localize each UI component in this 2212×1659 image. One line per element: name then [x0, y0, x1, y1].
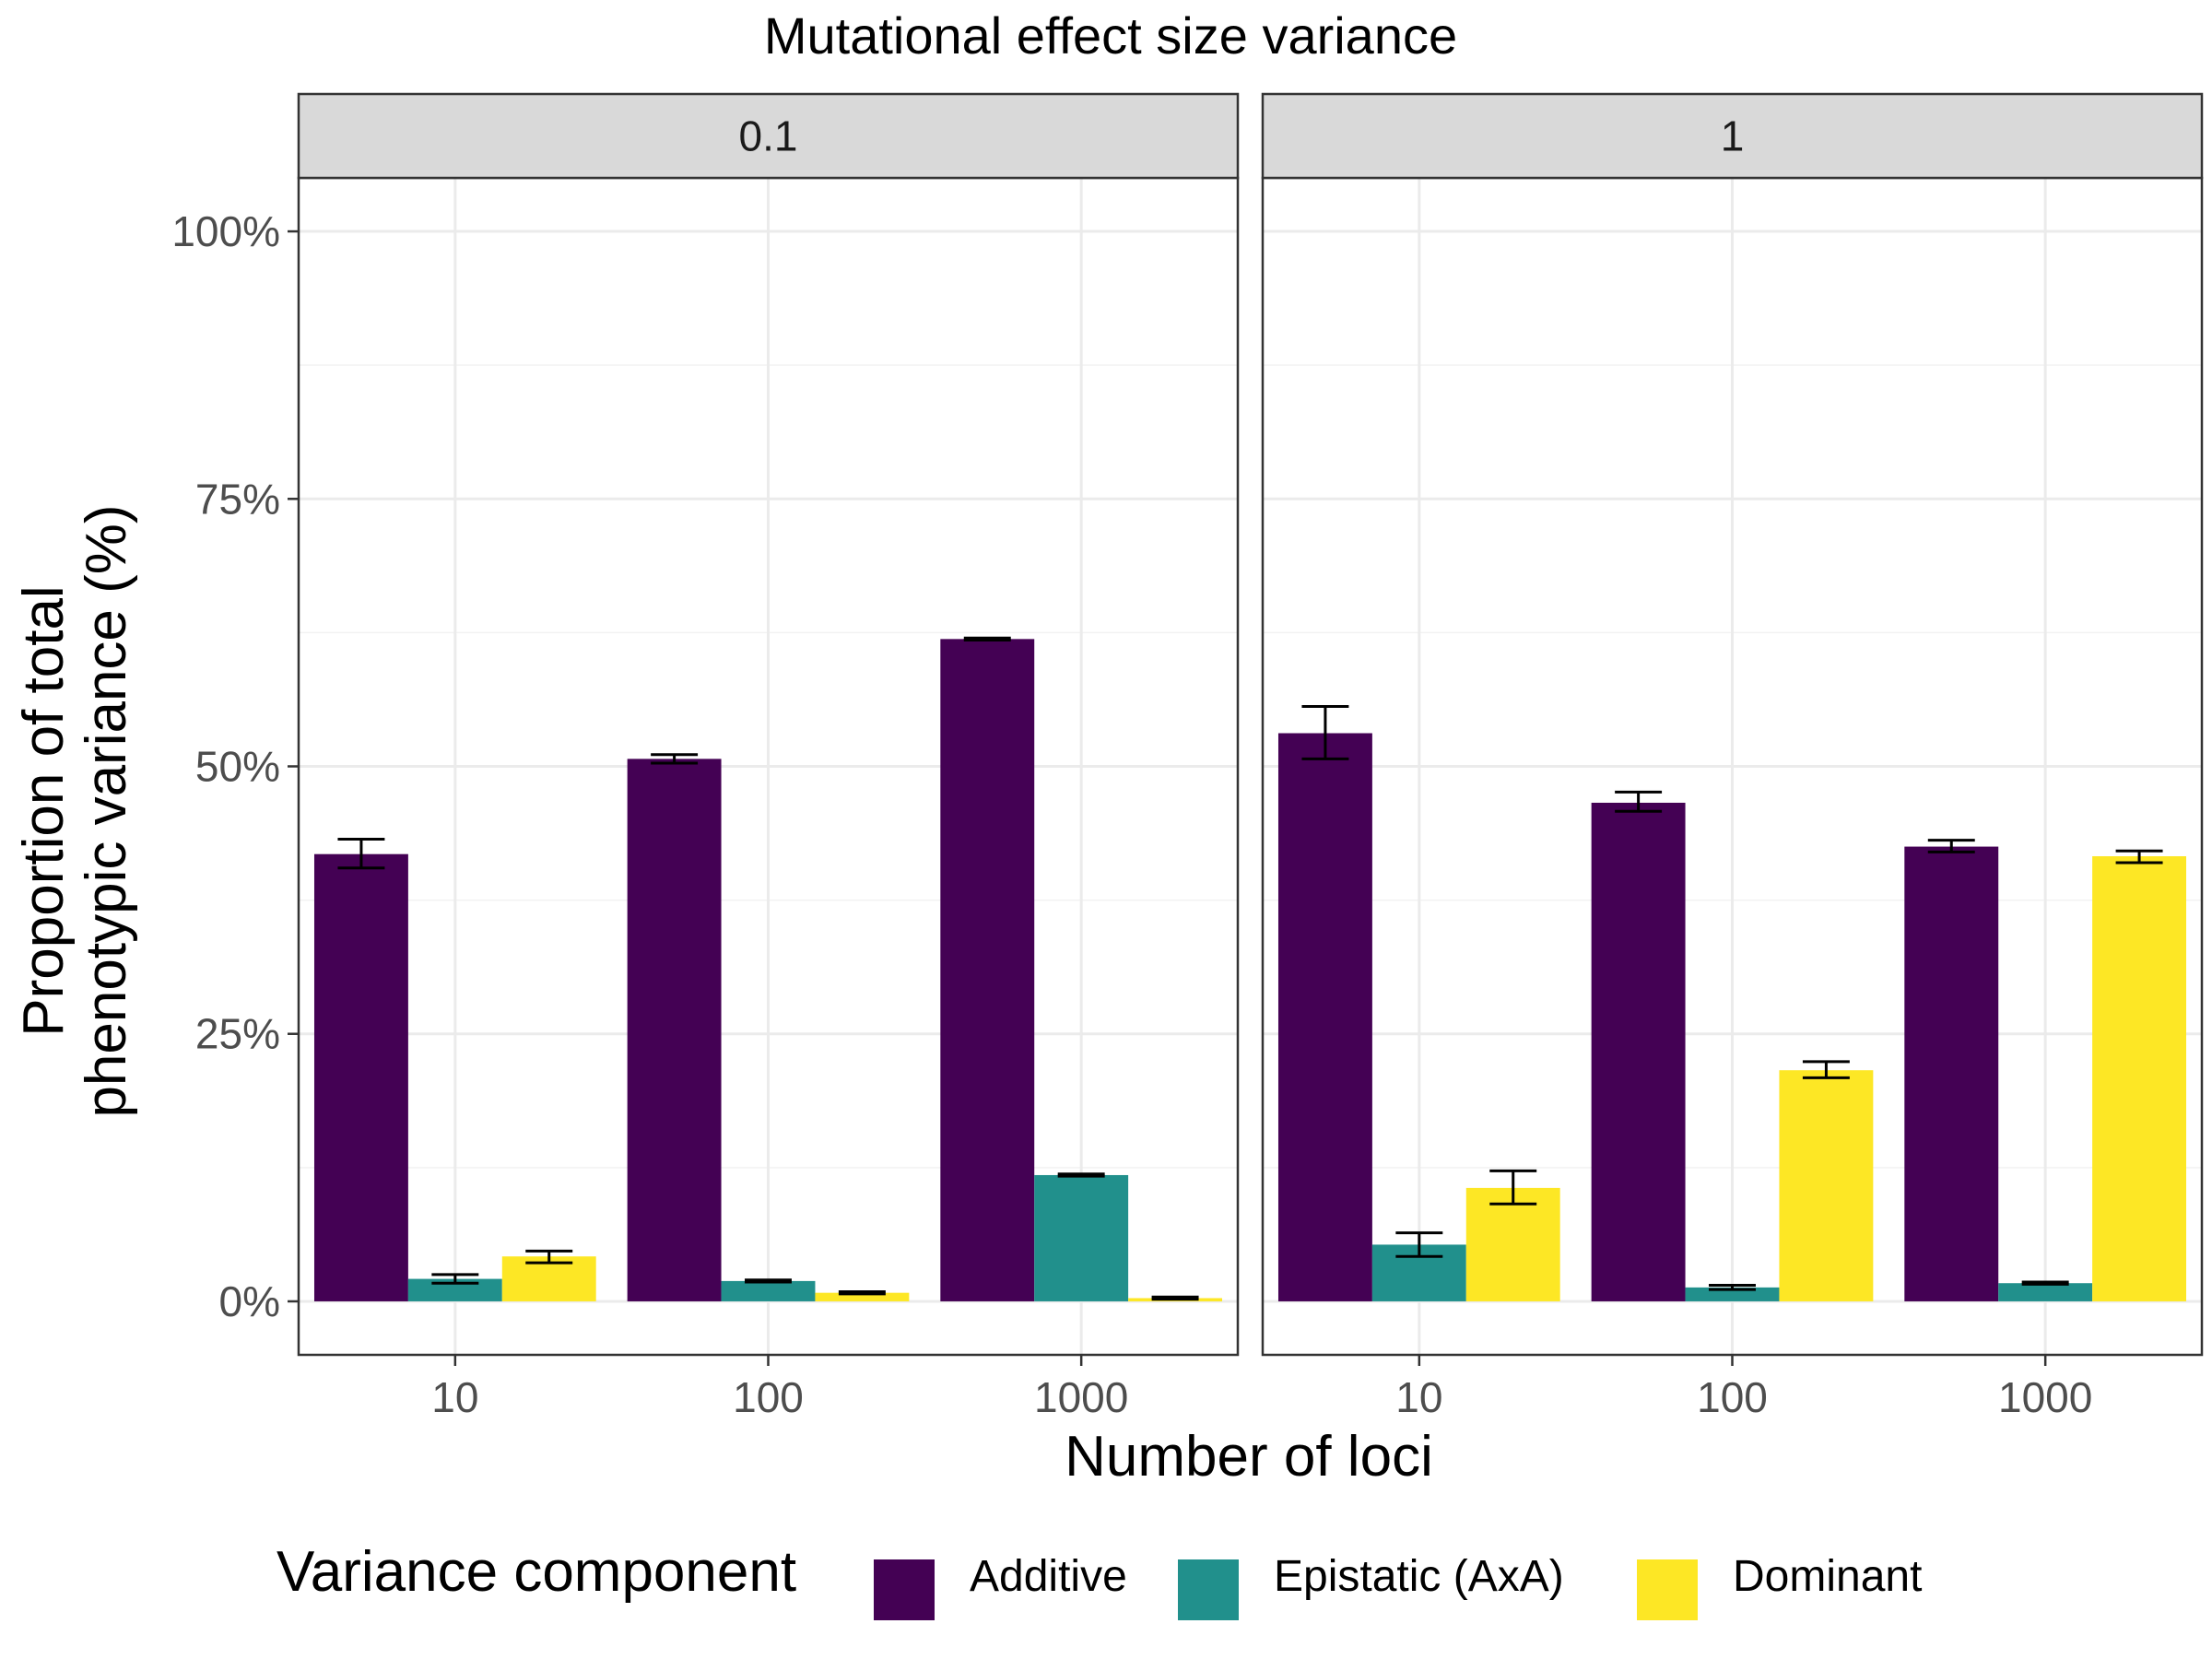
bar-additive-100	[1591, 802, 1686, 1301]
error-bar-additive-100	[1615, 790, 1663, 813]
legend-title: Variance component	[276, 1540, 796, 1604]
chart-panels: 0.1 10 100 1000 0% 25% 50% 75% 100% 1 10 100 1000	[171, 92, 2204, 1421]
y-axis-title: Proportion of total phenotypic variance …	[12, 504, 138, 1117]
facet-strip-label: 0.1	[739, 112, 798, 160]
bar-epistatic-axa--1000	[1998, 1283, 2093, 1301]
error-bar-additive-10	[1301, 704, 1349, 760]
bar-dominant-1000	[2092, 856, 2187, 1301]
bar-additive-1000	[1904, 846, 1999, 1301]
y-axis-title-line-2: phenotypic variance (%)	[75, 504, 138, 1117]
x-tick-label: 100	[1697, 1373, 1768, 1421]
bar-epistatic-axa--100	[721, 1280, 816, 1301]
bar-additive-100	[627, 759, 722, 1301]
y-tick-label: 100%	[171, 207, 280, 255]
bar-additive-1000	[940, 639, 1035, 1301]
panel-0: 0.1 10 100 1000 0% 25% 50% 75% 100%	[171, 92, 1240, 1421]
error-bar-epistatic-axa--100	[1709, 1284, 1756, 1291]
y-tick-label: 0%	[219, 1277, 280, 1325]
legend-label: Dominant	[1733, 1552, 1922, 1601]
y-tick-label: 25%	[195, 1010, 280, 1058]
error-bar-epistatic-axa--10	[431, 1273, 479, 1285]
legend-swatch-dominant	[1637, 1559, 1698, 1620]
bar-dominant-100	[1779, 1070, 1874, 1301]
legend-swatch-epistatic-axa-	[1178, 1559, 1239, 1620]
facet-strip-label: 1	[1721, 112, 1745, 160]
bar-epistatic-axa--1000	[1034, 1174, 1129, 1301]
x-tick-label: 1000	[1034, 1373, 1128, 1421]
error-bar-dominant-10	[1489, 1169, 1537, 1206]
facet-strip	[1261, 92, 2204, 180]
error-bar-epistatic-axa--1000	[1057, 1172, 1105, 1178]
bar-dominant-100	[815, 1292, 910, 1301]
x-tick-label: 10	[1395, 1373, 1442, 1421]
x-tick-label: 100	[733, 1373, 804, 1421]
error-bar-additive-1000	[1927, 839, 1975, 853]
legend: Variance component Additive Epistatic (AxA…	[276, 1540, 1922, 1620]
chart-title: Mutational effect size variance	[764, 6, 1457, 65]
error-bar-dominant-1000	[1151, 1295, 1199, 1301]
legend-label: Additive	[970, 1552, 1127, 1601]
y-axis-title-line-1: Proportion of total	[12, 585, 76, 1036]
legend-swatch-additive	[874, 1559, 935, 1620]
legend-label: Epistatic (AxA)	[1274, 1552, 1564, 1601]
error-bar-epistatic-axa--10	[1395, 1231, 1443, 1258]
y-tick-label: 75%	[195, 475, 280, 523]
panel-1: 1 10 100 1000	[1261, 92, 2204, 1421]
bar-additive-10	[1277, 733, 1372, 1301]
x-tick-label: 1000	[1998, 1373, 2092, 1421]
x-tick-label: 10	[431, 1373, 478, 1421]
error-bar-dominant-1000	[2115, 849, 2163, 865]
error-bar-additive-100	[651, 753, 699, 765]
y-tick-label: 50%	[195, 743, 280, 791]
bar-additive-10	[313, 853, 408, 1301]
error-bar-dominant-10	[525, 1249, 573, 1265]
error-bar-dominant-100	[1802, 1060, 1850, 1079]
error-bar-epistatic-axa--100	[745, 1278, 792, 1284]
error-bar-dominant-100	[838, 1290, 886, 1296]
error-bar-epistatic-axa--1000	[2021, 1280, 2069, 1286]
x-axis-title: Number of loci	[1065, 1425, 1433, 1488]
error-bar-additive-1000	[963, 636, 1011, 642]
error-bar-additive-10	[337, 837, 385, 870]
facet-strip	[297, 92, 1240, 180]
bar-dominant-10	[1465, 1187, 1560, 1301]
